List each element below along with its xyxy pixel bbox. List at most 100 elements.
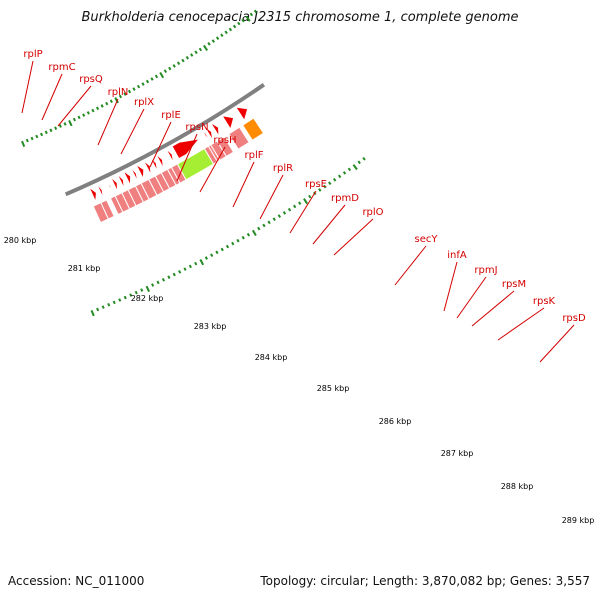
tick-mark: [318, 188, 322, 192]
gene-label-rpsK: rpsK: [533, 296, 556, 307]
leader-line: [176, 133, 198, 182]
gene-label-rpsN: rpsN: [185, 122, 208, 133]
tick-mark: [181, 58, 185, 63]
tick-mark: [154, 74, 159, 79]
tick-mark: [199, 259, 205, 266]
leader-line: [333, 218, 374, 256]
tick-mark: [159, 72, 165, 79]
gene-label-rpmJ: rpmJ: [474, 265, 497, 276]
gene-label-rpsQ: rpsQ: [79, 74, 103, 85]
tick-mark: [129, 293, 133, 297]
gene-block: [228, 126, 250, 150]
tick-mark: [58, 124, 62, 128]
tick-mark: [253, 9, 258, 14]
leader-line: [57, 85, 92, 127]
kbp-label: 282 kbp: [131, 294, 164, 303]
tick-mark: [72, 117, 76, 122]
tick-mark: [203, 44, 209, 51]
tick-mark: [251, 229, 257, 236]
gene-label-infA: infA: [447, 250, 467, 261]
tick-mark: [90, 309, 95, 317]
tick-mark: [114, 97, 119, 104]
tick-mark: [145, 285, 150, 293]
leader-line: [471, 290, 515, 327]
gene-label-rplR: rplR: [273, 163, 293, 174]
tick-mark: [262, 223, 266, 228]
tick-mark: [105, 101, 109, 106]
tick-mark: [140, 288, 144, 292]
tick-mark: [118, 94, 123, 99]
gene-arrow: [222, 115, 235, 129]
tick-mark: [44, 130, 48, 135]
leader-line: [259, 174, 284, 220]
gene-label-rplO: rplO: [362, 207, 383, 218]
tick-mark: [134, 290, 138, 295]
tick-mark: [267, 220, 271, 225]
tick-mark: [30, 136, 34, 141]
tick-mark: [141, 82, 145, 86]
tick-mark: [194, 50, 198, 55]
tick-mark: [241, 235, 245, 240]
tick-mark: [151, 283, 155, 287]
gene-arrow: [171, 138, 200, 160]
tick-mark: [272, 217, 276, 222]
kbp-label: 283 kbp: [194, 322, 227, 331]
leader-line: [41, 73, 63, 121]
tick-mark: [21, 140, 26, 148]
kbp-ruler-labels: 280 kbp 281 kbp 282 kbp 283 kbp 284 kbp 285 k…: [4, 236, 595, 525]
gene-label-rpmC: rpmC: [48, 62, 75, 73]
tick-mark: [178, 270, 182, 274]
tick-mark: [232, 24, 237, 29]
tick-mark: [127, 89, 132, 94]
tick-mark: [225, 244, 230, 249]
tick-mark: [68, 119, 73, 127]
gene-label-rpsH: rpsH: [213, 135, 236, 146]
gene-arrow: [135, 164, 145, 179]
leader-line: [497, 307, 545, 341]
tick-mark: [54, 126, 58, 130]
backbone-arc: [64, 83, 266, 197]
tick-mark: [245, 15, 251, 22]
gene-label-rpsM: rpsM: [502, 279, 526, 290]
tick-mark: [150, 77, 154, 81]
leader-line: [443, 261, 458, 312]
tick-mark: [118, 298, 122, 302]
gene-labels: rplP rpmC rpsQ rplN rplX rplE rpsN rpsH rplF rplR…: [23, 49, 586, 324]
tick-mark: [132, 87, 136, 91]
tick-mark: [236, 238, 240, 243]
leader-line: [149, 121, 172, 168]
leader-line: [97, 98, 119, 146]
kbp-label: 284 kbp: [255, 353, 288, 362]
gene-arrows: [88, 106, 249, 202]
tick-mark: [257, 226, 261, 231]
label-leaders: [21, 60, 575, 363]
tick-marks: [21, 9, 366, 317]
tick-mark: [224, 30, 228, 35]
tick-mark: [40, 132, 44, 137]
tick-mark: [207, 42, 211, 46]
tick-mark: [123, 92, 127, 96]
gene-label-rplP: rplP: [23, 49, 42, 60]
gene-label-rplX: rplX: [134, 97, 154, 108]
tick-mark: [100, 104, 104, 108]
tick-mark: [292, 204, 297, 209]
tick-mark: [328, 181, 332, 185]
tick-mark: [298, 201, 302, 206]
tick-mark: [282, 211, 287, 215]
kbp-label: 287 kbp: [441, 449, 474, 458]
tick-mark: [82, 113, 86, 117]
tick-mark: [49, 128, 53, 133]
gene-arrow: [155, 154, 164, 168]
tick-mark: [210, 253, 214, 257]
leader-line: [456, 276, 487, 319]
tick-mark: [198, 47, 203, 52]
gene-arrow: [96, 184, 104, 198]
tick-mark: [161, 278, 166, 282]
tick-mark: [190, 53, 194, 57]
tick-mark: [231, 241, 235, 246]
tick-mark: [241, 18, 245, 23]
gene-arrow: [143, 160, 152, 175]
tick-mark: [303, 198, 309, 205]
gene-arrow: [165, 148, 174, 163]
tick-mark: [277, 214, 282, 218]
